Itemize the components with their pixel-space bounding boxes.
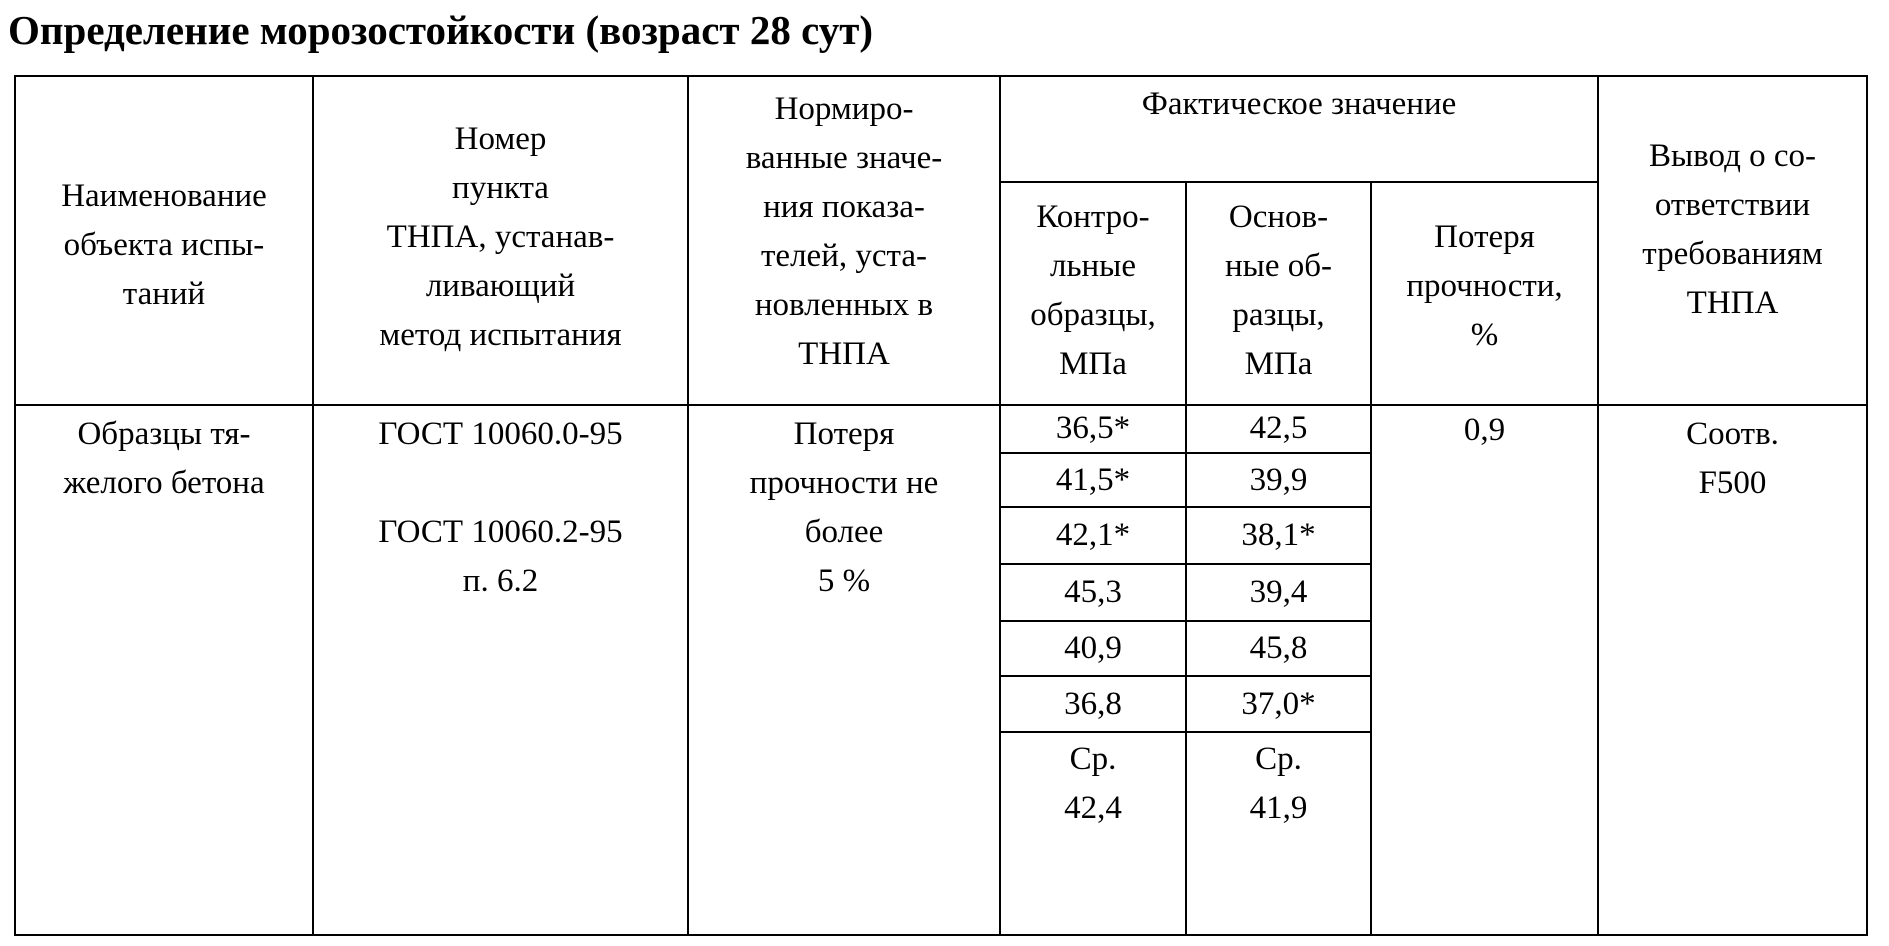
page-title: Определение морозостойкости (возраст 28 … [8, 6, 873, 54]
header-control: Контро- льные образцы, МПа [999, 181, 1187, 406]
header-loss: Потеря прочности, % [1370, 181, 1599, 406]
control-value: 40,9 [999, 620, 1187, 677]
main-value: 45,8 [1185, 620, 1372, 677]
cell-norm: Потеря прочности не более 5 % [687, 404, 1001, 936]
cell-method: ГОСТ 10060.0-95 ГОСТ 10060.2-95 п. 6.2 [312, 404, 689, 936]
control-value: 41,5* [999, 452, 1187, 508]
main-value: 42,5 [1185, 404, 1372, 454]
header-norm: Нормиро- ванные значе- ния показа- телей… [687, 75, 1001, 406]
control-value: 42,1* [999, 506, 1187, 565]
main-value: 39,4 [1185, 563, 1372, 622]
control-value: 45,3 [999, 563, 1187, 622]
cell-conclusion: Соотв. F500 [1597, 404, 1868, 936]
header-actual: Фактическое значение [999, 75, 1599, 183]
header-conclusion: Вывод о со- ответствии требованиям ТНПА [1597, 75, 1868, 406]
control-average: Ср. 42,4 [999, 731, 1187, 936]
header-method: Номер пункта ТНПА, устанав- ливающий мет… [312, 75, 689, 406]
main-value: 39,9 [1185, 452, 1372, 508]
control-value: 36,5* [999, 404, 1187, 454]
header-object: Наименование объекта испы- таний [14, 75, 314, 406]
main-value: 37,0* [1185, 675, 1372, 733]
header-main: Основ- ные об- разцы, МПа [1185, 181, 1372, 406]
main-value: 38,1* [1185, 506, 1372, 565]
control-value: 36,8 [999, 675, 1187, 733]
cell-loss: 0,9 [1370, 404, 1599, 936]
main-average: Ср. 41,9 [1185, 731, 1372, 936]
cell-object: Образцы тя- желого бетона [14, 404, 314, 936]
